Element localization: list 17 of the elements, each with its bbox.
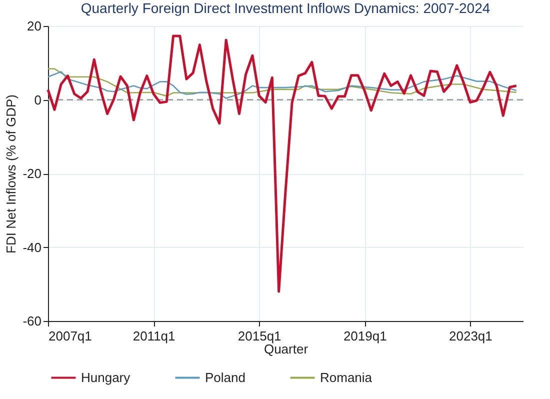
- x-tick-label: 2007q1: [48, 328, 92, 344]
- y-tick-label: 20: [27, 18, 42, 34]
- x-tick-label: 2011q1: [132, 328, 176, 344]
- y-tick-label: -40: [22, 240, 42, 255]
- legend-label: Romania: [320, 370, 373, 385]
- x-tick-label: 2023q1: [448, 328, 492, 344]
- y-tick-label: -20: [22, 166, 42, 181]
- y-tick-label: -60: [22, 314, 42, 328]
- line-series: [46, 34, 518, 293]
- y-axis-title: FDI Net Inflows (% of GDP): [4, 94, 19, 254]
- x-axis-title: Quarter: [264, 342, 309, 356]
- legend-label: Hungary: [81, 370, 131, 385]
- x-tick-label: 2019q1: [343, 328, 387, 344]
- chart-title: Quarterly Foreign Direct Investment Inflows Dynamics: 2007-2024: [80, 0, 490, 16]
- y-tick-label: 0: [34, 92, 42, 108]
- legend-label: Poland: [205, 370, 246, 385]
- x-tick-label: 2015q1: [238, 328, 282, 344]
